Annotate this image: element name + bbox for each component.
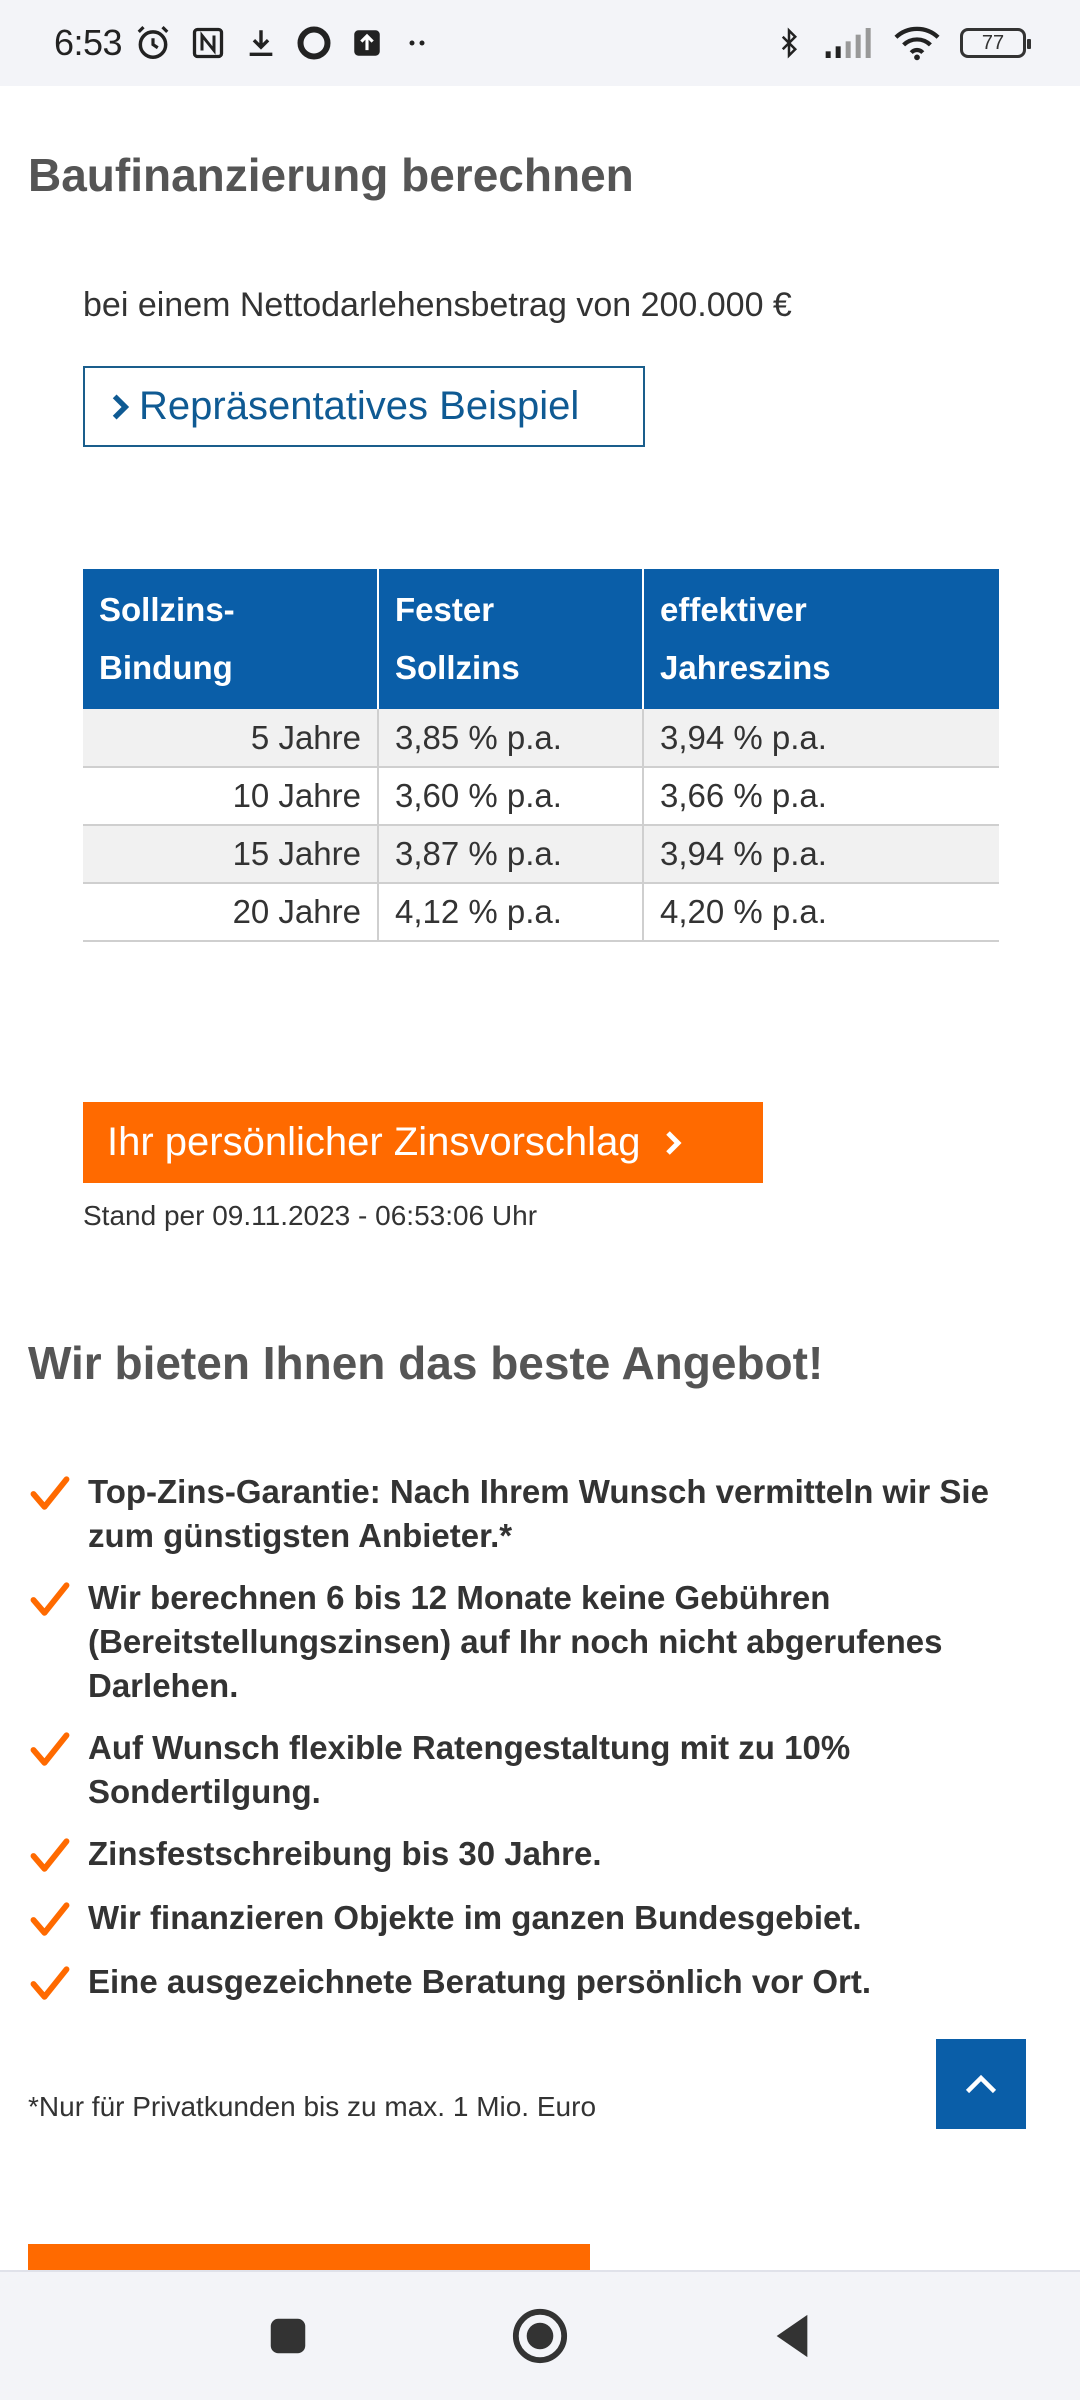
cell-effective-rate: 3,66 % p.a. <box>643 767 999 826</box>
cell-effective-rate: 3,94 % p.a. <box>643 709 999 768</box>
status-bar: 6:53 77 <box>0 0 1080 86</box>
cell-term: 15 Jahre <box>83 825 379 884</box>
cell-effective-rate: 4,20 % p.a. <box>643 883 999 942</box>
header-effective-rate: effektiver Jahreszins <box>643 569 999 709</box>
circle-icon <box>297 26 331 60</box>
battery-icon: 77 <box>960 28 1031 58</box>
wifi-icon <box>894 26 940 61</box>
check-icon <box>30 1966 70 2000</box>
interest-rates-table: Sollzins- Bindung Fester Sollzins effekt… <box>83 569 999 942</box>
cell-term: 10 Jahre <box>83 767 379 826</box>
cell-fixed-rate: 3,85 % p.a. <box>378 709 644 768</box>
alarm-icon <box>137 26 169 59</box>
system-icons: 77 <box>774 24 1031 62</box>
footnote: *Nur für Privatkunden bis zu max. 1 Mio.… <box>28 2091 597 2122</box>
timestamp-text: Stand per 09.11.2023 - 06:53:06 Uhr <box>83 1200 538 1231</box>
battery-level: 77 <box>981 31 1005 54</box>
list-item: Auf Wunsch flexible Ratengestaltung mit … <box>28 1726 1038 1814</box>
partially-visible-button[interactable] <box>28 2244 590 2274</box>
signal-icon <box>825 28 871 58</box>
list-item: Zinsfestschreibung bis 30 Jahre. <box>28 1832 1038 1878</box>
benefits-list: Top-Zins-Garantie: Nach Ihrem Wunsch ver… <box>28 1470 1038 2024</box>
chevron-up-icon <box>965 2074 997 2094</box>
status-time: 6:53 <box>54 22 123 63</box>
table-row: 20 Jahre 4,12 % p.a. 4,20 % p.a. <box>83 883 999 942</box>
list-item: Wir berechnen 6 bis 12 Monate keine Gebü… <box>28 1576 1038 1708</box>
chevron-right-icon <box>663 1128 683 1158</box>
benefit-text: Top-Zins-Garantie: Nach Ihrem Wunsch ver… <box>88 1473 989 1554</box>
notification-icons <box>134 24 432 62</box>
cell-fixed-rate: 4,12 % p.a. <box>378 883 644 942</box>
check-icon <box>30 1902 70 1936</box>
loan-amount-subtitle: bei einem Nettodarlehensbetrag von 200.0… <box>83 286 792 324</box>
benefit-text: Zinsfestschreibung bis 30 Jahre. <box>88 1835 602 1872</box>
header-fixed-rate: Fester Sollzins <box>378 569 644 709</box>
bluetooth-icon <box>781 27 798 59</box>
table-header-row: Sollzins- Bindung Fester Sollzins effekt… <box>83 569 999 709</box>
offer-heading: Wir bieten Ihnen das beste Angebot! <box>28 1337 824 1389</box>
check-icon <box>30 1582 70 1616</box>
benefit-text: Auf Wunsch flexible Ratengestaltung mit … <box>88 1729 851 1810</box>
chevron-right-icon <box>109 391 131 423</box>
benefit-text: Wir finanzieren Objekte im ganzen Bundes… <box>88 1899 862 1936</box>
cell-fixed-rate: 3,87 % p.a. <box>378 825 644 884</box>
cell-term: 5 Jahre <box>83 709 379 768</box>
download-icon <box>249 30 273 57</box>
check-icon <box>30 1476 70 1510</box>
benefit-text: Wir berechnen 6 bis 12 Monate keine Gebü… <box>88 1579 943 1704</box>
personal-rate-offer-button[interactable]: Ihr persönlicher Zinsvorschlag <box>83 1102 763 1183</box>
system-navigation-bar <box>0 2270 1080 2400</box>
check-icon <box>30 1838 70 1872</box>
header-term: Sollzins- Bindung <box>83 569 379 709</box>
table-row: 5 Jahre 3,85 % p.a. 3,94 % p.a. <box>83 709 999 768</box>
back-icon[interactable] <box>769 2311 815 2361</box>
recent-apps-icon[interactable] <box>265 2313 311 2359</box>
cell-term: 20 Jahre <box>83 883 379 942</box>
list-item: Eine ausgezeichnete Beratung persönlich … <box>28 1960 1038 2006</box>
cta-label: Ihr persönlicher Zinsvorschlag <box>107 1120 641 1164</box>
upload-icon <box>354 30 380 56</box>
table-row: 10 Jahre 3,60 % p.a. 3,66 % p.a. <box>83 767 999 826</box>
list-item: Top-Zins-Garantie: Nach Ihrem Wunsch ver… <box>28 1470 1038 1558</box>
benefit-text: Eine ausgezeichnete Beratung persönlich … <box>88 1963 872 2000</box>
check-icon <box>30 1732 70 1766</box>
representative-example-link[interactable]: Repräsentatives Beispiel <box>83 366 645 447</box>
nfc-icon <box>192 27 224 59</box>
more-dots-icon <box>409 40 425 46</box>
table-row: 15 Jahre 3,87 % p.a. 3,94 % p.a. <box>83 825 999 884</box>
example-link-label: Repräsentatives Beispiel <box>139 384 580 428</box>
home-icon[interactable] <box>511 2307 569 2365</box>
page-title: Baufinanzierung berechnen <box>28 149 634 201</box>
cell-fixed-rate: 3,60 % p.a. <box>378 767 644 826</box>
list-item: Wir finanzieren Objekte im ganzen Bundes… <box>28 1896 1038 1942</box>
scroll-to-top-button[interactable] <box>936 2039 1026 2129</box>
cell-effective-rate: 3,94 % p.a. <box>643 825 999 884</box>
